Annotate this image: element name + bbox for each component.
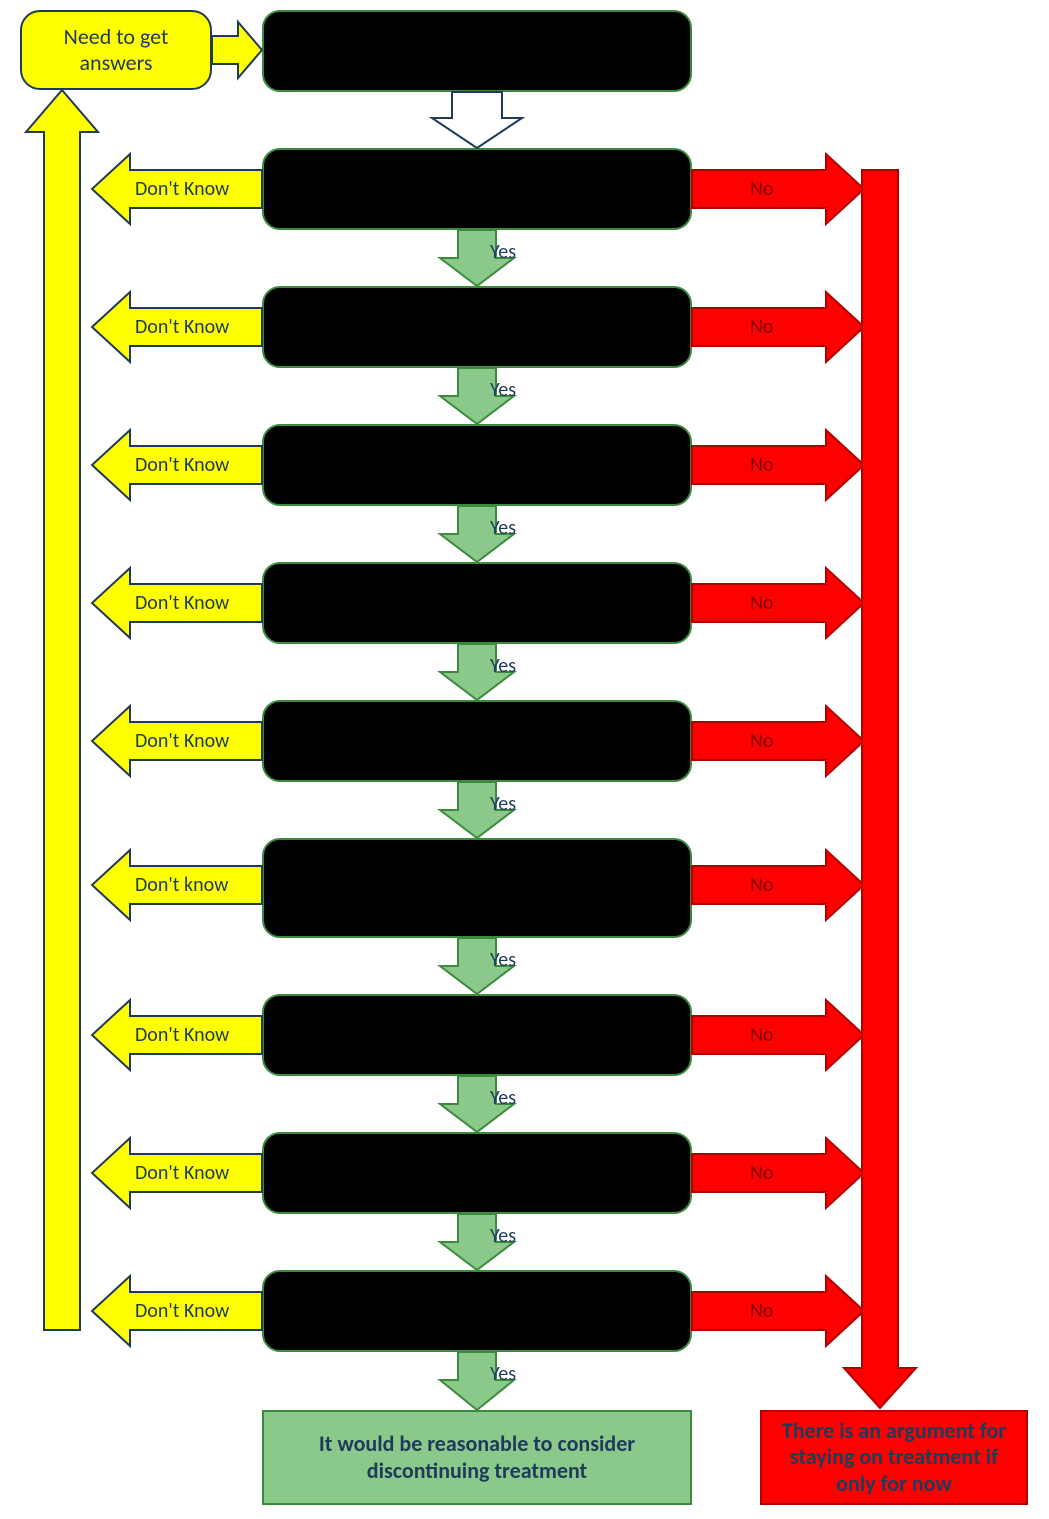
- arrow-yes-5: [440, 782, 514, 838]
- arrow-no-9: [692, 1276, 864, 1346]
- label-no-3: No: [750, 453, 773, 477]
- label-yes-2: Yes: [490, 378, 516, 402]
- flow-box-4: [262, 562, 692, 644]
- label-dk-2: Don't Know: [135, 315, 229, 339]
- label-dk-3: Don't Know: [135, 453, 229, 477]
- arrow-dk-1: [92, 154, 262, 224]
- label-dk-8: Don't Know: [135, 1161, 229, 1185]
- flow-box-8: [262, 1132, 692, 1214]
- label-no-1: No: [750, 177, 773, 201]
- label-dk-9: Don't Know: [135, 1299, 229, 1323]
- label-dk-6: Don't know: [135, 873, 228, 897]
- flow-box-1: [262, 148, 692, 230]
- flow-box-9: [262, 1270, 692, 1352]
- flow-box-6: [262, 838, 692, 938]
- arrow-dk-8: [92, 1138, 262, 1208]
- arrow-no-8: [692, 1138, 864, 1208]
- label-yes-5: Yes: [490, 792, 516, 816]
- arrow-dk-5: [92, 706, 262, 776]
- arrow-yes-6: [440, 938, 514, 994]
- flow-box-5: [262, 700, 692, 782]
- arrow-yes-7: [440, 1076, 514, 1132]
- arrow-dk-2: [92, 292, 262, 362]
- arrow-yes-2: [440, 368, 514, 424]
- label-dk-4: Don't Know: [135, 591, 229, 615]
- flow-box-0: [262, 10, 692, 92]
- label-no-7: No: [750, 1023, 773, 1047]
- label-no-8: No: [750, 1161, 773, 1185]
- arrow-yes-9: [440, 1352, 514, 1410]
- label-no-2: No: [750, 315, 773, 339]
- label-yes-9: Yes: [490, 1362, 516, 1386]
- arrow-no-7: [692, 1000, 864, 1070]
- label-dk-1: Don't Know: [135, 177, 229, 201]
- flow-box-3: [262, 424, 692, 506]
- label-no-4: No: [750, 591, 773, 615]
- label-yes-3: Yes: [490, 516, 516, 540]
- arrow-yes-8: [440, 1214, 514, 1270]
- arrow-no-5: [692, 706, 864, 776]
- label-dk-5: Don't Know: [135, 729, 229, 753]
- flow-box-2: [262, 286, 692, 368]
- arrow-no-1: [692, 154, 864, 224]
- label-yes-4: Yes: [490, 654, 516, 678]
- outcome-stay-on-treatment: There is an argument for staying on trea…: [760, 1410, 1028, 1505]
- arrow-yes-4: [440, 644, 514, 700]
- arrow-dk-9: [92, 1276, 262, 1346]
- arrow-dk-4: [92, 568, 262, 638]
- flow-box-7: [262, 994, 692, 1076]
- label-yes-8: Yes: [490, 1224, 516, 1248]
- arrow-no-2: [692, 292, 864, 362]
- arrow-yes-1: [440, 230, 514, 286]
- arrow-start-to-box0: [212, 22, 262, 78]
- label-no-9: No: [750, 1299, 773, 1323]
- label-yes-7: Yes: [490, 1086, 516, 1110]
- yellow-return-trunk: [26, 90, 98, 1330]
- outcome-discontinue: It would be reasonable to consider disco…: [262, 1410, 692, 1505]
- red-down-trunk: [844, 170, 916, 1408]
- label-dk-7: Don't Know: [135, 1023, 229, 1047]
- arrow-no-6: [692, 850, 864, 920]
- arrow-dk-6: [92, 850, 262, 920]
- arrow-down-white-0: [432, 92, 522, 148]
- arrow-dk-7: [92, 1000, 262, 1070]
- arrow-no-3: [692, 430, 864, 500]
- start-need-answers: Need to get answers: [20, 10, 212, 90]
- label-yes-6: Yes: [490, 948, 516, 972]
- arrow-no-4: [692, 568, 864, 638]
- label-yes-1: Yes: [490, 240, 516, 264]
- label-no-5: No: [750, 729, 773, 753]
- label-no-6: No: [750, 873, 773, 897]
- arrow-yes-3: [440, 506, 514, 562]
- arrow-dk-3: [92, 430, 262, 500]
